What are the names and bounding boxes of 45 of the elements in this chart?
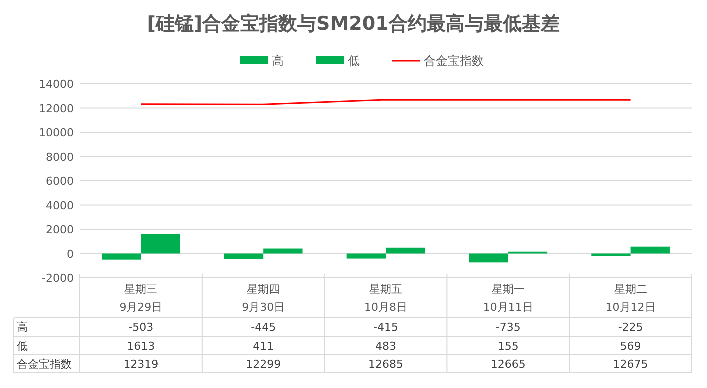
data-label: 12665 xyxy=(490,358,526,371)
text: 低 xyxy=(17,340,28,353)
data-label: 569 xyxy=(620,340,642,353)
bar xyxy=(224,254,264,260)
data-label: 1613 xyxy=(127,340,156,353)
data-label: 411 xyxy=(253,340,274,353)
y-tick-label: 0 xyxy=(67,248,74,261)
data-label: 483 xyxy=(376,340,396,353)
legend-label: 低 xyxy=(348,54,360,68)
legend-label: 合金宝指数 xyxy=(424,54,484,68)
x-tick-label: 星期二 10月12日 xyxy=(606,283,656,314)
y-tick-label: 8000 xyxy=(46,150,74,164)
y-tick-label: -2000 xyxy=(42,272,74,285)
data-label: 12685 xyxy=(368,358,404,371)
y-tick-label: 2000 xyxy=(46,224,74,236)
x-tick-label: 星期三 9月29日 xyxy=(120,283,163,314)
bar xyxy=(592,254,631,256)
data-label: 12299 xyxy=(246,358,282,371)
x-tick-label: 星期一 10月11日 xyxy=(483,283,534,314)
data-label: -445 xyxy=(251,321,276,334)
data-label: -735 xyxy=(496,321,521,334)
legend-label: 高 xyxy=(272,54,284,68)
text: 高 xyxy=(17,321,28,334)
y-tick-label: 14000 xyxy=(39,78,74,91)
data-label: -225 xyxy=(618,321,644,334)
data-label: -415 xyxy=(374,321,398,334)
bar xyxy=(141,234,180,254)
chart-title: [硅锰]合金宝指数与SM201合约最高与最低基差 xyxy=(147,13,560,35)
bar xyxy=(630,246,670,254)
bar xyxy=(264,248,303,254)
text: 合金宝指数 xyxy=(17,358,72,371)
y-tick-label: 4000 xyxy=(46,199,74,212)
data-label: 155 xyxy=(498,340,519,353)
bar xyxy=(469,254,508,263)
y-tick-label: 10000 xyxy=(39,126,74,140)
bar xyxy=(346,254,386,259)
y-tick-label: 12000 xyxy=(39,102,74,116)
bar xyxy=(386,248,426,254)
bar xyxy=(102,254,142,260)
y-tick-label: 6000 xyxy=(46,175,74,188)
x-tick-label: 星期四 9月30日 xyxy=(242,283,286,314)
data-label: 12319 xyxy=(124,358,159,371)
data-label: 12675 xyxy=(613,358,648,371)
x-tick-label: 星期五 10月8日 xyxy=(364,283,408,314)
data-label: -503 xyxy=(128,321,154,334)
